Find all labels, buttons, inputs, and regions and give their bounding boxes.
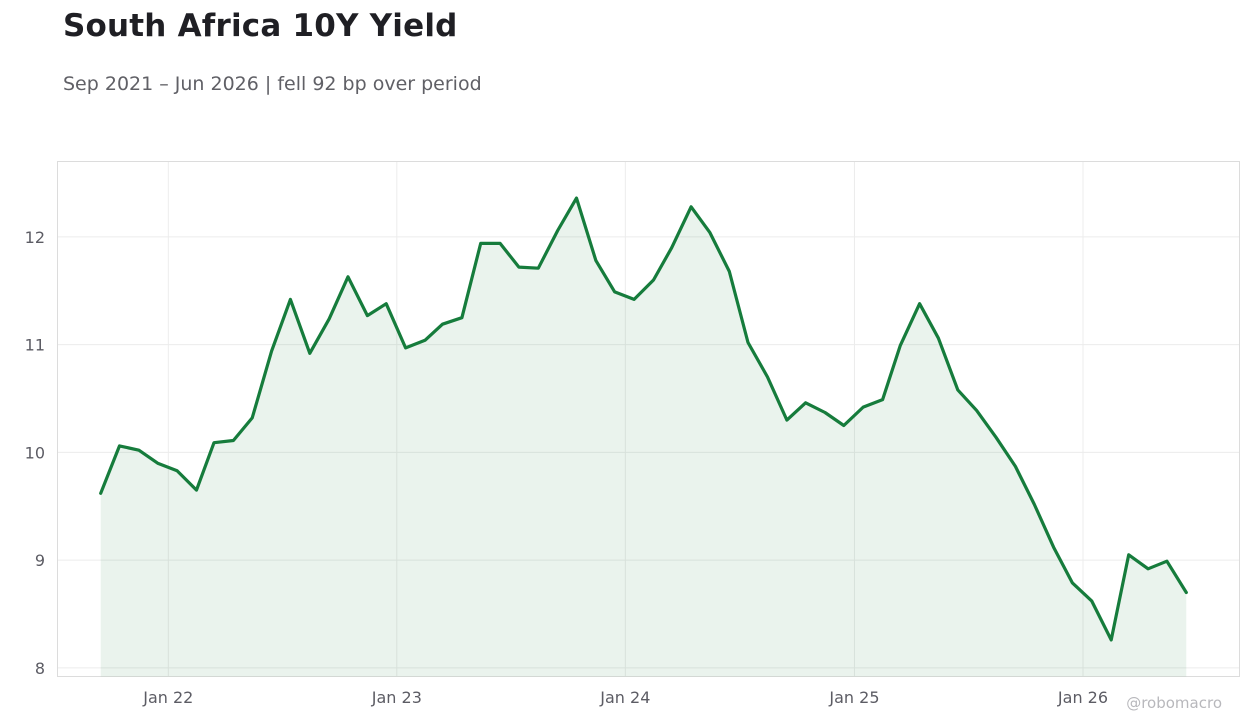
y-tick-label: 12 bbox=[25, 228, 45, 247]
data-point-2024-03 bbox=[670, 246, 674, 250]
data-point-2025-08 bbox=[994, 435, 998, 439]
data-point-2025-05 bbox=[936, 336, 940, 340]
chart-title: South Africa 10Y Yield bbox=[63, 8, 458, 44]
data-point-2026-01 bbox=[1090, 599, 1094, 603]
data-point-2024-09 bbox=[785, 418, 789, 422]
data-point-2023-10 bbox=[575, 196, 579, 200]
data-point-2023-08 bbox=[536, 266, 540, 270]
grid-lines bbox=[57, 161, 1240, 677]
data-point-2023-09 bbox=[556, 229, 560, 233]
x-tick-label: Jan 26 bbox=[1057, 688, 1108, 707]
data-point-2026-04 bbox=[1146, 567, 1150, 571]
data-point-2022-03 bbox=[212, 441, 216, 445]
data-point-2022-01 bbox=[175, 469, 179, 473]
data-point-2025-01 bbox=[861, 405, 865, 409]
data-point-2024-05 bbox=[708, 231, 712, 235]
data-point-2022-10 bbox=[346, 275, 350, 279]
data-point-2025-09 bbox=[1013, 464, 1017, 468]
x-tick-label: Jan 24 bbox=[599, 688, 650, 707]
data-point-2022-04 bbox=[231, 439, 235, 443]
data-point-2022-08 bbox=[308, 351, 312, 355]
data-point-2022-02 bbox=[195, 488, 199, 492]
y-tick-label: 10 bbox=[25, 443, 45, 462]
data-point-2024-04 bbox=[689, 205, 693, 209]
data-point-2023-06 bbox=[498, 241, 502, 245]
yield-line bbox=[99, 196, 1188, 642]
data-point-2023-12 bbox=[613, 290, 617, 294]
watermark: @robomacro bbox=[1126, 694, 1222, 712]
x-tick-label: Jan 25 bbox=[828, 688, 879, 707]
data-point-2025-10 bbox=[1032, 502, 1036, 506]
data-point-2026-02 bbox=[1109, 638, 1113, 642]
x-tick-label: Jan 23 bbox=[371, 688, 422, 707]
data-point-2026-03 bbox=[1127, 553, 1131, 557]
data-point-2022-06 bbox=[270, 349, 274, 353]
data-point-2023-11 bbox=[594, 259, 598, 263]
data-point-2023-03 bbox=[441, 322, 445, 326]
data-point-2021-09 bbox=[99, 491, 103, 495]
data-point-2023-05 bbox=[479, 241, 483, 245]
data-point-2023-04 bbox=[460, 316, 464, 320]
data-point-2024-08 bbox=[766, 375, 770, 379]
data-point-2021-11 bbox=[137, 448, 141, 452]
data-point-2025-02 bbox=[881, 398, 885, 402]
data-point-2024-12 bbox=[842, 424, 846, 428]
chart-subtitle: Sep 2021 – Jun 2026 | fell 92 bp over pe… bbox=[63, 73, 482, 95]
y-tick-labels: 8 9 10 11 12 bbox=[25, 228, 45, 678]
y-tick-label: 9 bbox=[35, 551, 45, 570]
data-point-2021-12 bbox=[156, 461, 160, 465]
data-point-2024-07 bbox=[746, 341, 750, 345]
data-point-2025-12 bbox=[1070, 581, 1074, 585]
data-point-2023-01 bbox=[404, 346, 408, 350]
data-point-2023-07 bbox=[517, 265, 521, 269]
data-point-2024-11 bbox=[823, 411, 827, 415]
data-point-2024-10 bbox=[804, 401, 808, 405]
y-tick-label: 11 bbox=[25, 336, 45, 355]
data-point-2025-04 bbox=[918, 302, 922, 306]
data-point-2022-12 bbox=[384, 302, 388, 306]
x-tick-label: Jan 22 bbox=[142, 688, 193, 707]
data-point-2026-06 bbox=[1184, 591, 1188, 595]
x-tick-labels: Jan 22 Jan 23 Jan 24 Jan 25 Jan 26 bbox=[142, 688, 1108, 707]
data-point-2025-07 bbox=[975, 408, 979, 412]
data-point-2023-02 bbox=[423, 338, 427, 342]
data-point-2024-01 bbox=[632, 297, 636, 301]
data-point-2025-03 bbox=[898, 344, 902, 348]
data-point-2021-10 bbox=[118, 444, 122, 448]
data-point-2025-11 bbox=[1052, 545, 1056, 549]
y-tick-label: 8 bbox=[35, 659, 45, 678]
data-point-2024-02 bbox=[652, 278, 656, 282]
data-point-2022-11 bbox=[365, 314, 369, 318]
data-point-2024-06 bbox=[727, 269, 731, 273]
data-point-2022-09 bbox=[327, 317, 331, 321]
data-point-2022-05 bbox=[250, 416, 254, 420]
data-point-2025-06 bbox=[956, 388, 960, 392]
area-fill bbox=[100, 198, 1187, 677]
data-point-2026-05 bbox=[1165, 559, 1169, 563]
plot-frame bbox=[57, 161, 1240, 677]
data-point-2022-07 bbox=[288, 297, 292, 301]
